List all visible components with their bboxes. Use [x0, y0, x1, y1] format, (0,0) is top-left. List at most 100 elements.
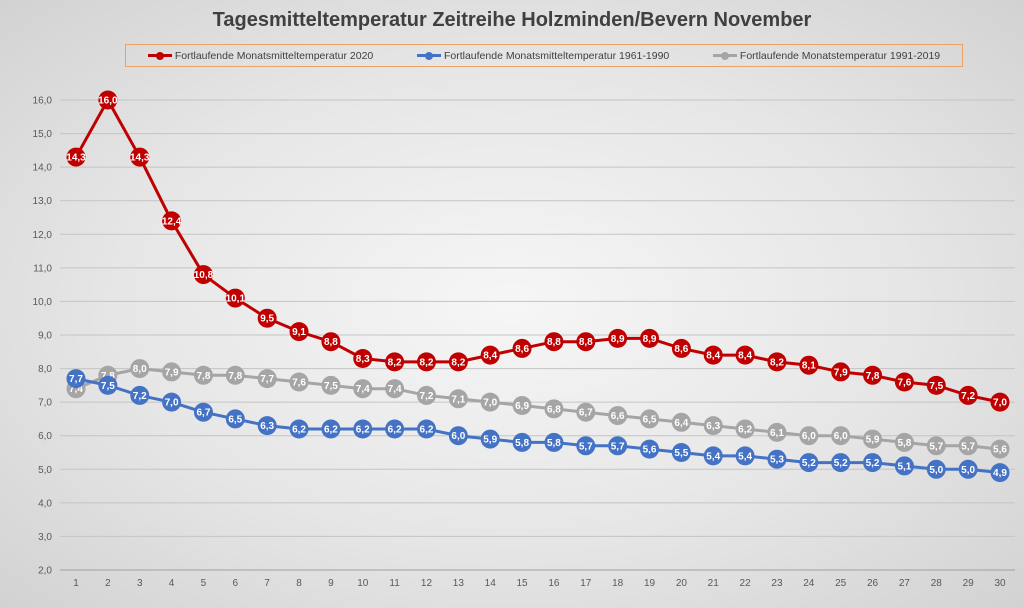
x-tick-label: 2 [105, 578, 111, 589]
data-label: 6,3 [260, 421, 274, 432]
data-label: 6,9 [515, 401, 529, 412]
chart-title: Tagesmitteltemperatur Zeitreihe Holzmind… [212, 9, 812, 31]
data-point [512, 396, 532, 415]
data-label: 8,1 [802, 361, 816, 372]
y-tick-label: 7,0 [38, 398, 52, 409]
x-tick-label: 10 [357, 578, 369, 589]
data-point [353, 419, 373, 439]
data-label: 8,0 [133, 364, 147, 375]
data-point [958, 436, 978, 456]
data-label: 6,0 [451, 431, 465, 442]
data-point [703, 446, 723, 466]
data-label: 5,6 [643, 445, 657, 456]
data-point [958, 459, 978, 479]
data-point [416, 385, 436, 405]
data-point [289, 419, 309, 439]
data-point [257, 369, 277, 389]
data-label: 5,6 [993, 445, 1007, 456]
data-point [66, 369, 86, 389]
data-point [257, 416, 277, 436]
data-point [671, 338, 691, 358]
data-label: 8,2 [388, 357, 402, 368]
data-point [512, 338, 532, 358]
legend-item-1991-2019: Fortlaufende Monatstemperatur 1991-2019 [712, 50, 940, 62]
y-tick-label: 14,0 [33, 163, 53, 174]
data-point [576, 436, 596, 456]
x-tick-label: 18 [612, 578, 624, 589]
data-point [671, 443, 691, 462]
data-label: 6,2 [388, 425, 402, 436]
data-label: 5,9 [483, 435, 497, 446]
x-tick-label: 5 [201, 578, 207, 589]
data-label: 7,4 [356, 384, 370, 395]
data-label: 16,0 [98, 96, 118, 107]
data-point [608, 436, 628, 456]
data-label: 7,0 [993, 398, 1007, 409]
data-label: 7,4 [69, 384, 83, 395]
data-point [448, 352, 468, 372]
y-tick-label: 16,0 [33, 96, 53, 107]
data-point [544, 399, 564, 419]
y-tick-label: 12,0 [33, 230, 53, 241]
data-label: 7,2 [961, 391, 975, 402]
data-point [990, 463, 1010, 483]
data-point [799, 426, 819, 446]
data-point [448, 426, 468, 446]
x-tick-label: 14 [485, 578, 497, 589]
data-point [321, 419, 341, 439]
x-tick-label: 7 [264, 578, 270, 589]
x-tick-label: 30 [994, 578, 1006, 589]
data-label: 8,6 [515, 344, 529, 355]
data-point [863, 365, 883, 385]
data-label: 7,0 [483, 398, 497, 409]
data-point [831, 453, 851, 473]
data-point [385, 379, 405, 399]
data-label: 5,0 [961, 465, 975, 476]
y-tick-label: 15,0 [33, 129, 53, 140]
x-tick-label: 16 [548, 578, 560, 589]
y-tick-label: 6,0 [38, 431, 52, 442]
data-label: 5,3 [770, 455, 784, 466]
data-label: 6,2 [324, 425, 338, 436]
data-point [353, 379, 373, 399]
data-label: 5,2 [802, 458, 816, 469]
series-line [75, 367, 1001, 451]
data-label: 14,3 [130, 153, 150, 164]
legend-label: Fortlaufende Monatsmitteltemperatur 2020 [174, 49, 374, 62]
data-point [958, 385, 978, 405]
x-tick-label: 4 [169, 578, 175, 589]
data-label: 8,3 [356, 354, 370, 365]
data-label: 5,8 [897, 438, 911, 449]
data-label: 5,4 [738, 451, 752, 462]
data-label: 6,0 [802, 431, 816, 442]
x-tick-label: 24 [803, 578, 815, 589]
data-point [480, 345, 500, 365]
data-point [448, 389, 468, 409]
data-point [767, 422, 787, 442]
data-point [576, 332, 596, 352]
data-point [130, 147, 150, 167]
data-point [225, 365, 245, 385]
data-label: 7,9 [834, 367, 848, 378]
x-tick-label: 21 [708, 578, 720, 589]
data-label: 7,5 [929, 381, 943, 392]
data-point [193, 265, 213, 285]
x-tick-label: 12 [421, 578, 433, 589]
data-point [640, 439, 660, 459]
data-point [289, 322, 309, 342]
data-point [767, 352, 787, 372]
x-tick-label: 11 [389, 578, 400, 589]
data-point [321, 375, 341, 395]
x-tick-label: 3 [137, 578, 143, 589]
legend-item-1961-1990: Fortlaufende Monatsmitteltemperatur 1961… [416, 49, 670, 62]
legend-label: Fortlaufende Monatsmitteltemperatur 1961… [443, 49, 670, 62]
data-label: 6,2 [738, 425, 752, 436]
data-label: 5,7 [611, 441, 625, 452]
data-point [98, 90, 118, 110]
x-tick-label: 9 [328, 578, 334, 589]
data-label: 7,5 [324, 381, 338, 392]
data-label: 8,8 [547, 337, 561, 348]
y-tick-label: 2,0 [38, 566, 52, 577]
data-point [640, 328, 660, 348]
data-point [130, 385, 150, 405]
